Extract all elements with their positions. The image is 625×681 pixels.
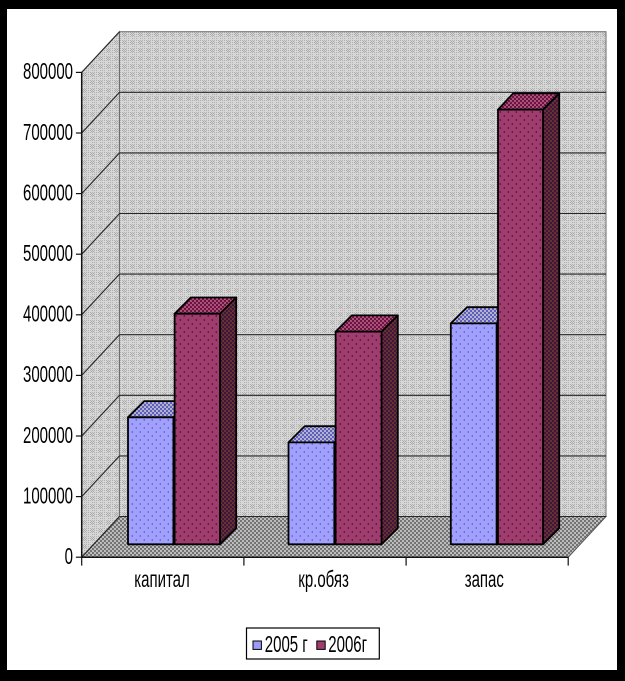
svg-text:400000: 400000 bbox=[23, 303, 73, 328]
svg-text:капитал: капитал bbox=[134, 568, 189, 593]
svg-text:700000: 700000 bbox=[23, 121, 73, 146]
svg-text:800000: 800000 bbox=[23, 60, 73, 85]
svg-text:200000: 200000 bbox=[23, 424, 73, 449]
svg-text:100000: 100000 bbox=[23, 484, 73, 509]
svg-text:600000: 600000 bbox=[23, 181, 73, 206]
svg-text:запас: запас bbox=[465, 568, 504, 593]
svg-text:кр.обяз: кр.обяз bbox=[298, 568, 349, 593]
svg-text:2006г: 2006г bbox=[328, 633, 367, 658]
svg-text:500000: 500000 bbox=[23, 242, 73, 267]
svg-text:2005 г: 2005 г bbox=[265, 633, 308, 658]
svg-text:300000: 300000 bbox=[23, 363, 73, 388]
svg-text:0: 0 bbox=[65, 545, 73, 570]
